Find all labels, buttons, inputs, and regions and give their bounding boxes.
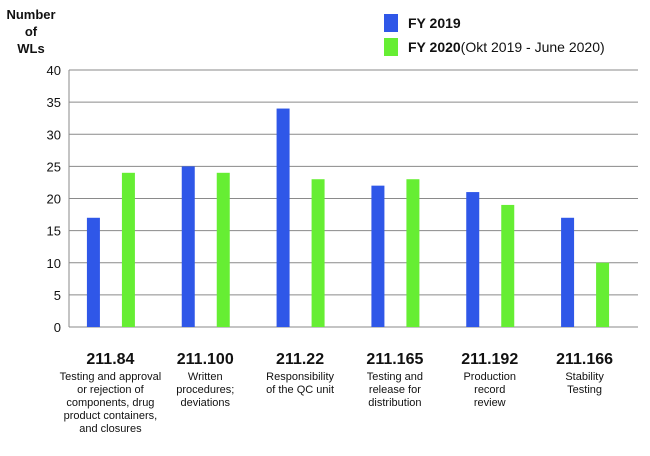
y-axis-label-line-1: Number	[6, 7, 56, 22]
category-description: Testing and release for distribution	[366, 371, 424, 409]
category-211-22: 211.22 Responsibility of the QC unit	[248, 350, 352, 397]
bar-211-166-series-2	[596, 262, 610, 327]
legend-swatch-fy2020	[384, 38, 398, 56]
bar-211-165-series-1	[371, 185, 385, 327]
category-description: Written procedures; deviations	[176, 371, 235, 409]
bar-211-100-series-2	[216, 172, 230, 327]
category-211-100: 211.100 Written procedures; deviations	[153, 350, 257, 410]
bar-211-192-series-1	[466, 192, 480, 327]
category-211-165: 211.165 Testing and release for distribut…	[343, 350, 447, 410]
legend: FY 2019 FY 2020 (Okt 2019 - June 2020)	[384, 12, 605, 60]
y-tick-label-20: 20	[47, 192, 61, 207]
legend-label-fy2020: FY 2020	[408, 39, 461, 55]
category-code: 211.22	[276, 351, 325, 368]
bar-211-192-series-2	[501, 204, 515, 327]
y-tick-label-25: 25	[47, 159, 61, 174]
legend-detail-fy2020: (Okt 2019 - June 2020)	[460, 39, 605, 55]
category-211-192: 211.192 Production record review	[438, 350, 542, 410]
category-code: 211.100	[176, 351, 234, 368]
category-description: Production record review	[463, 371, 517, 409]
bar-211-100-series-1	[181, 166, 195, 327]
category-code: 211.165	[366, 351, 424, 368]
y-tick-label-5: 5	[54, 288, 61, 303]
bar-211-22-series-2	[311, 179, 325, 327]
y-axis-label: Number of WLs	[0, 6, 62, 57]
legend-label-fy2019: FY 2019	[408, 15, 461, 31]
y-axis-label-line-2: of	[24, 24, 38, 39]
category-code: 211.84	[86, 351, 135, 368]
legend-item-fy2020: FY 2020 (Okt 2019 - June 2020)	[384, 36, 605, 58]
category-description: Responsibility of the QC unit	[266, 371, 335, 396]
category-code: 211.166	[556, 351, 614, 368]
y-tick-label-30: 30	[47, 127, 61, 142]
category-211-84: 211.84 Testing and approval or rejection …	[58, 350, 162, 436]
bar-211-22-series-1	[276, 108, 290, 327]
bar-211-84-series-1	[86, 217, 100, 327]
category-211-166: 211.166 Stability Testing	[533, 350, 637, 397]
y-tick-label-35: 35	[47, 95, 61, 110]
y-tick-label-15: 15	[47, 224, 61, 239]
y-tick-label-0: 0	[54, 320, 61, 335]
category-description: Stability Testing	[565, 371, 604, 396]
bar-211-84-series-2	[121, 172, 135, 327]
category-description: Testing and approval or rejection of com…	[59, 371, 162, 435]
y-tick-label-10: 10	[47, 256, 61, 271]
category-code: 211.192	[461, 351, 519, 368]
bar-211-166-series-1	[561, 217, 575, 327]
y-axis-label-line-3: WLs	[17, 41, 45, 56]
legend-swatch-fy2019	[384, 14, 398, 32]
bar-211-165-series-2	[406, 179, 420, 327]
y-tick-label-40: 40	[47, 63, 61, 78]
legend-item-fy2019: FY 2019	[384, 12, 605, 34]
